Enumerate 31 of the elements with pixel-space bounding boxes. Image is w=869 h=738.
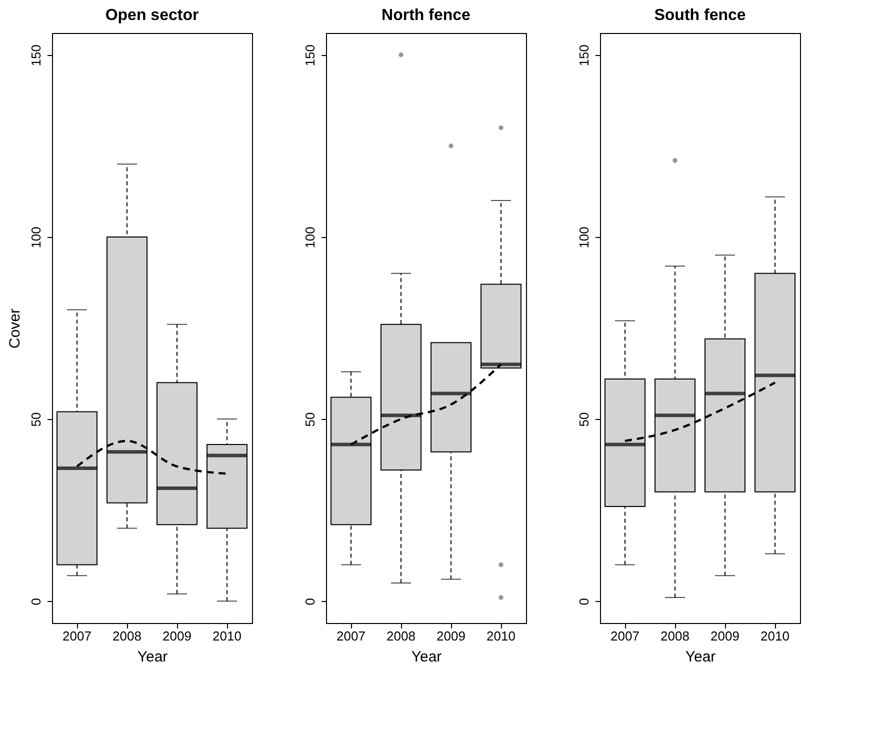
- y-axis-title: Cover: [6, 308, 24, 349]
- x-tick-label: 2008: [660, 628, 690, 644]
- chart-title: South fence: [654, 7, 746, 24]
- x-tick-label: 2010: [212, 628, 242, 644]
- x-tick-label: 2009: [162, 628, 192, 644]
- y-tick-label: 150: [576, 44, 592, 66]
- x-axis-title: Year: [137, 648, 168, 666]
- chart-title: Open sector: [105, 7, 199, 24]
- x-tick-label: 2010: [760, 628, 790, 644]
- x-tick-label: 2008: [112, 628, 142, 644]
- y-tick-label: 100: [576, 226, 592, 248]
- x-tick-label: 2009: [436, 628, 466, 644]
- x-tick-label: 2008: [386, 628, 416, 644]
- x-tick-label: 2009: [710, 628, 740, 644]
- x-tick-label: 2007: [610, 628, 640, 644]
- x-tick-label: 2007: [62, 628, 92, 644]
- chart-title: North fence: [382, 7, 471, 24]
- y-tick-label: 150: [28, 44, 44, 66]
- x-tick-label: 2010: [486, 628, 516, 644]
- y-tick-label: 100: [28, 226, 44, 248]
- x-axis-title: Year: [685, 648, 716, 666]
- y-tick-label: 50: [302, 412, 318, 427]
- x-axis-title: Year: [411, 648, 442, 666]
- y-tick-label: 0: [28, 598, 44, 606]
- y-tick-label: 0: [302, 598, 318, 606]
- y-tick-label: 50: [576, 412, 592, 427]
- y-tick-label: 150: [302, 44, 318, 66]
- y-tick-label: 0: [576, 598, 592, 606]
- x-tick-label: 2007: [336, 628, 366, 644]
- y-tick-label: 100: [302, 226, 318, 248]
- y-tick-label: 50: [28, 412, 44, 427]
